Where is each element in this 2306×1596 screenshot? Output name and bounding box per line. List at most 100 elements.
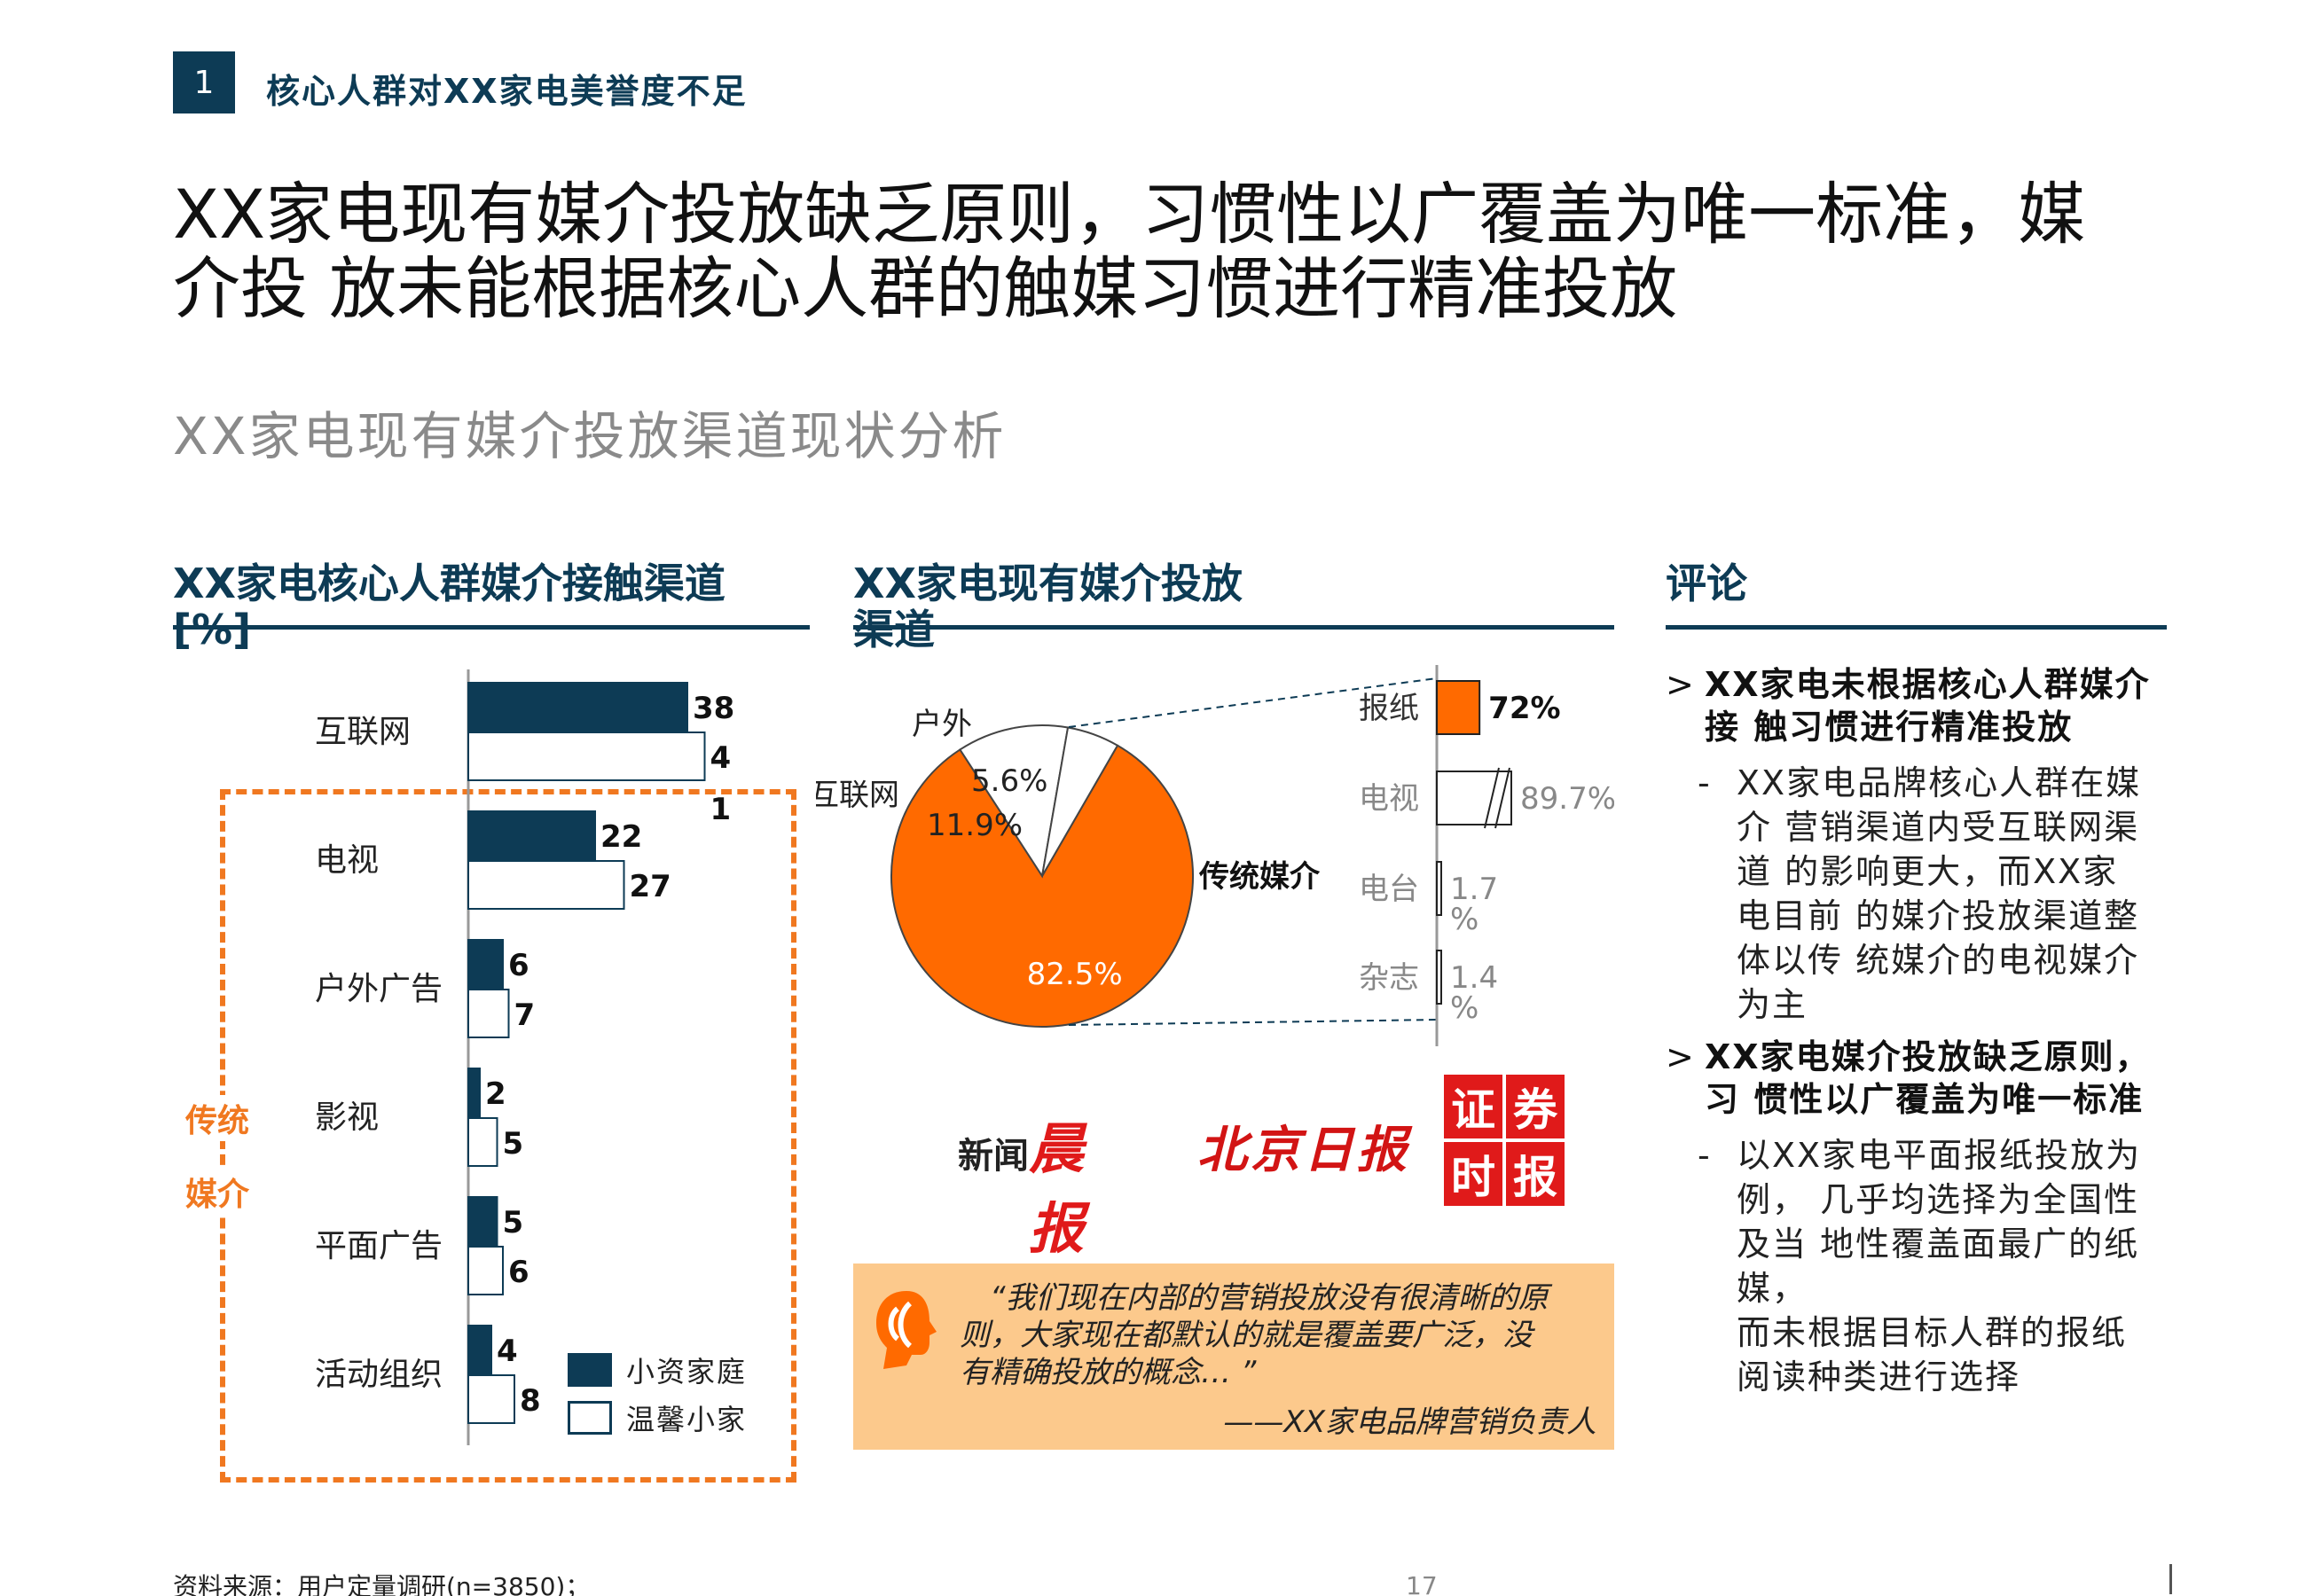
bar-value-label: 4 [710,740,732,776]
pie-category-label: 户外 [912,707,972,742]
section-number-badge: 1 [173,51,235,113]
left-panel-heading: XX家电核心人群媒介接触渠道 [%] [173,560,726,653]
comment-2-sub-5: 阅读种类进行选择 [1737,1357,2021,1396]
speaker-head-icon [876,1291,937,1369]
comments-column: > XX家电未根据核心人群媒介 接 触习惯进行精准投放 - XX家电品牌核心人群… [1666,663,2198,1399]
quote-text: “我们现在内部的营销投放没有很清晰的原 则，大家现在都默认的就是覆盖要广泛，没 … [960,1279,1549,1391]
bar-value-label: 5 [503,1126,524,1162]
bar-value-label: 6 [508,1255,529,1290]
logo1-part-b: 晨报 [1029,1116,1085,1261]
comment-1-sub-3: 电目前 的媒介投放渠道整 [1737,896,2140,935]
category-label: 影视 [315,1099,379,1136]
legend-swatch-1 [568,1353,612,1387]
comment-2-sub-1: 例， 几乎均选择为全国性 [1737,1180,2140,1219]
right-heading-rule [1666,625,2167,630]
bar-value-label: 22 [600,819,642,855]
logo3-char-2: 券 [1506,1075,1565,1138]
pie-category-label: 互联网 [816,778,899,813]
traditional-media-label-line2: 媒介 [177,1169,257,1215]
left-heading-line2: [%] [173,606,252,653]
legend-label-2: 温馨小家 [626,1403,748,1436]
comment-1-sub-4: 体以传 统媒介的电视媒介 [1737,941,2140,980]
bar-wenxin [467,989,510,1038]
connector-line [1068,1019,1438,1026]
bar-xiaozi [467,1325,492,1374]
breakdown-value-label: 89.7% [1520,781,1614,817]
pie-slice [959,724,1070,879]
breakdown-bar [1436,861,1442,916]
quote-line3: 有精确投放的概念… ” [960,1355,1257,1390]
logo3-char-1: 证 [1444,1075,1502,1138]
bar-xiaozi [467,682,688,732]
comment-1-sub-5: 为主 [1737,985,1808,1024]
pie-category-label: 传统媒介 [1198,859,1321,895]
bar-value-label: 6 [508,948,529,983]
category-label: 互联网 [315,714,411,750]
legend-item-2: 温馨小家 [568,1397,747,1438]
section-title: 核心人群对XX家电美誉度不足 [266,72,748,111]
comment-1-sub-1: 介 营销渠道内受互联网渠 [1737,808,2140,847]
breakdown-category-label: 电视 [1359,781,1419,817]
breakdown-bar [1436,950,1442,1005]
right-panel-heading: 评论 [1666,559,1747,607]
legend-swatch-2 [568,1401,612,1435]
securities-times-logo: 证 券 时 报 [1444,1075,1565,1206]
axis-break-mark [1484,767,1500,829]
breakdown-value-label: 1.7 [1450,872,1498,907]
bar-xiaozi [467,939,504,989]
bar-value-label: 5 [503,1205,524,1240]
bar-wenxin [467,1374,515,1424]
bar-value-label: 27 [630,869,671,904]
breakdown-category-label: 报纸 [1359,691,1419,726]
comment-2-sub-2: 及当 地性覆盖面最广的纸 [1737,1224,2140,1264]
bar-xiaozi [467,810,596,860]
bullet-2: > [1666,1037,1696,1076]
logo3-char-3: 时 [1444,1142,1502,1206]
bar-xiaozi [467,1196,498,1246]
bar-value-label: 8 [520,1383,541,1419]
left-heading-rule [173,625,810,630]
left-heading-line1: XX家电核心人群媒介接触渠道 [173,559,726,607]
bar-wenxin [467,1246,504,1295]
bar-value-label: 7 [514,998,536,1033]
logo1-part-a: 新闻 [958,1135,1029,1177]
bar-wenxin [467,732,706,781]
xinwen-chenbao-logo: 新闻 晨报 [958,1104,1135,1261]
page-title-line1: XX家电现有媒介投放缺乏原则，习惯性以广覆盖为唯一标准，媒 [173,175,2086,254]
bar-value-label: 2 [485,1076,506,1112]
breakdown-value-label: % [1450,990,1479,1026]
comment-2-sub-0: 以XX家电平面报纸投放为 [1737,1136,2142,1175]
dash-2: - [1698,1136,1712,1175]
legend-label-1: 小资家庭 [626,1355,748,1389]
bar-extra-label: 1 [710,792,732,827]
comment-1-sub-2: 道 的影响更大，而XX家 [1737,852,2119,891]
comment-1-detail: - XX家电品牌核心人群在媒 介 营销渠道内受互联网渠 道 的影响更大，而XX家… [1666,761,2198,1027]
traditional-media-label-line1: 传统 [177,1095,257,1141]
page-subtitle: XX家电现有媒介投放渠道现状分析 [173,406,1007,466]
breakdown-bar [1436,771,1512,825]
category-label: 电视 [315,842,379,879]
mid-heading-line1: XX家电现有媒介投放 [853,559,1243,607]
legend-item-1: 小资家庭 [568,1350,747,1390]
axis-break-mark [1494,767,1510,829]
category-label: 活动组织 [315,1357,443,1393]
mid-panel-heading: XX家电现有媒介投放 渠道 [853,560,1243,653]
pie-value-label: 11.9% [927,808,1023,843]
comment-1-line1: XX家电未根据核心人群媒介 [1705,665,2151,704]
pie-slice [1041,726,1119,877]
pie-value-label: 5.6% [971,763,1047,799]
breakdown-value-label: 72% [1488,691,1560,726]
source-note: 资料来源：用户定量调研(n=3850)； [173,1572,591,1596]
comment-1-sub-0: XX家电品牌核心人群在媒 [1737,763,2142,802]
page-title-line2: 介投 放未能根据核心人群的触媒习惯进行精准投放 [173,249,1678,328]
category-label: 户外广告 [315,971,443,1007]
breakdown-value-label: % [1450,902,1479,937]
bar-value-label: 4 [497,1334,518,1369]
pie-slice [890,744,1194,1028]
comment-2-line2: 习 惯性以广覆盖为唯一标准 [1705,1080,2145,1119]
logo3-char-4: 报 [1506,1142,1565,1206]
category-label: 平面广告 [315,1228,443,1264]
quote-line2: 则，大家现在都默认的就是覆盖要广泛，没 [960,1318,1533,1353]
